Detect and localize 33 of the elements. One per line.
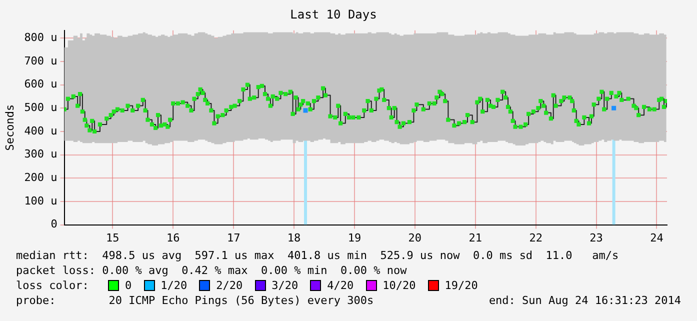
x-tick-label: 15 <box>106 231 120 244</box>
y-tick-label: 500 u <box>24 100 58 114</box>
x-tick-label: 24 <box>650 231 664 244</box>
y-axis-title: Seconds <box>3 104 16 151</box>
x-tick-label: 23 <box>590 231 603 244</box>
text: packet loss: 0.00 % avg 0.42 % max 0.00 % min 0.00 % now <box>16 263 408 278</box>
text: 3/20 <box>272 278 298 293</box>
text: 19/20 <box>444 278 478 293</box>
y-tick-label: 700 u <box>24 54 58 68</box>
x-tick-label: 17 <box>226 231 240 244</box>
text: 2/20 <box>216 278 243 293</box>
text: end: Sun Aug 24 16:31:23 2014 <box>488 293 681 308</box>
y-tick-label: 300 u <box>24 148 58 161</box>
x-tick-label: 21 <box>468 231 482 244</box>
text: 4/20 <box>327 278 354 293</box>
text: loss color: <box>16 278 90 293</box>
y-tick-label: 100 u <box>24 194 58 208</box>
x-tick-label: 19 <box>348 231 362 244</box>
y-tick-label: 400 u <box>24 124 58 138</box>
text: probe: 20 ICMP Echo Pings (56 Bytes) every 300s <box>16 293 374 308</box>
text: 1/20 <box>160 278 188 293</box>
chart-title: Last 10 Days <box>290 7 377 22</box>
x-tick-label: 18 <box>287 231 301 244</box>
x-tick-label: 20 <box>408 231 422 244</box>
x-tick-label: 22 <box>529 231 542 244</box>
text: 0 <box>125 278 132 293</box>
x-tick-label: 16 <box>166 231 180 244</box>
text: 10/20 <box>382 278 416 293</box>
text: median rtt: 498.5 us avg 597.1 us max 401.8 us min 525.9 us now 0.0 ms sd 11.0 am/s <box>16 248 620 263</box>
y-tick-label: 600 u <box>24 78 58 91</box>
y-tick-label: 800 u <box>24 30 58 44</box>
y-tick-label: 0 <box>50 218 58 231</box>
y-tick-label: 200 u <box>24 170 58 184</box>
